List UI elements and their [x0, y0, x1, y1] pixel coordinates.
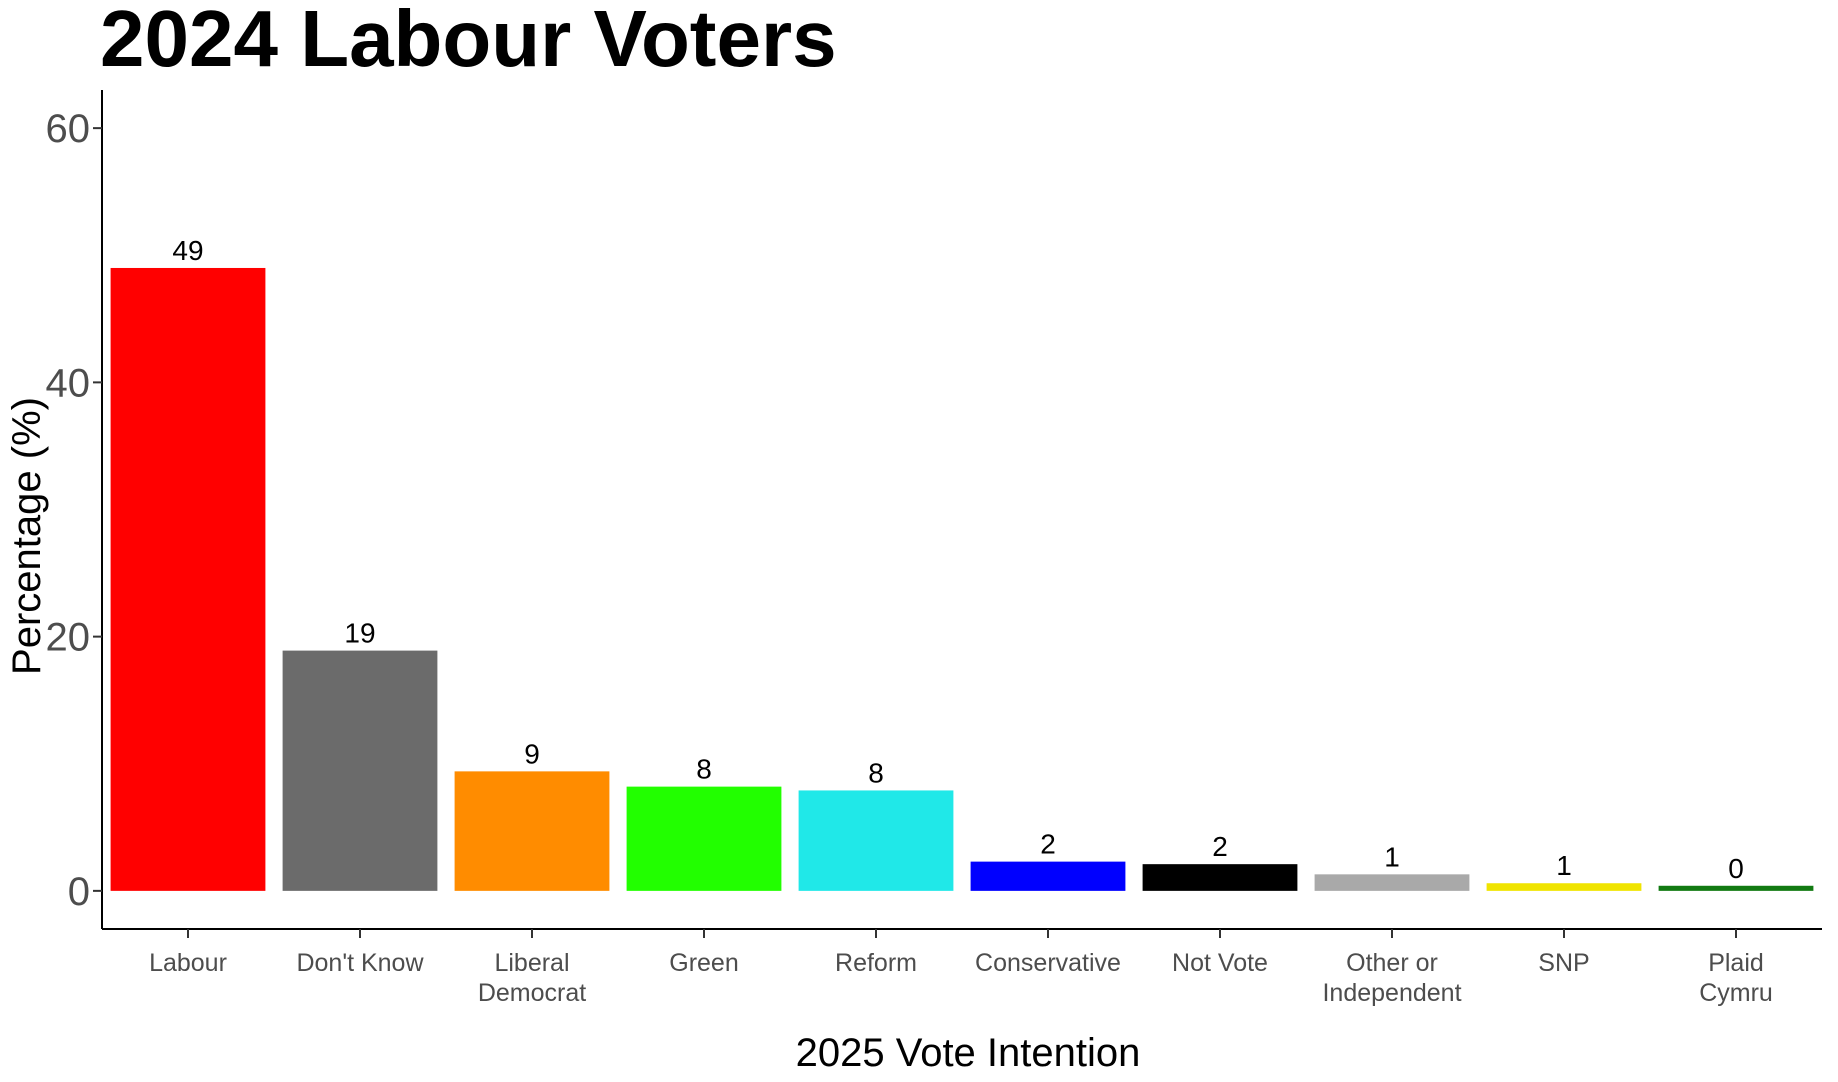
bar	[454, 771, 610, 891]
x-tick-label-line: Labour	[149, 949, 227, 977]
x-tick-label-line: Not Vote	[1172, 949, 1268, 977]
x-tick-label-line: Green	[669, 949, 738, 977]
x-tick-label: Labour	[149, 949, 227, 977]
data-label: 2	[1212, 831, 1228, 862]
data-label: 9	[524, 738, 540, 769]
x-tick-label: Liberal Democrat	[478, 949, 586, 1007]
data-label: 19	[344, 618, 375, 649]
x-tick-label-line: Liberal	[494, 949, 569, 977]
bar	[1142, 864, 1298, 891]
x-tick-label: Not Vote	[1172, 949, 1268, 977]
data-label: 8	[696, 754, 712, 785]
data-label: 49	[172, 235, 203, 266]
x-tick-label-line: Reform	[835, 949, 917, 977]
x-tick-label-line: Don't Know	[296, 949, 424, 977]
x-tick-label: Green	[669, 949, 738, 977]
x-tick-label: Other or Independent	[1322, 949, 1461, 1007]
x-tick-label-line: Cymru	[1699, 979, 1773, 1007]
x-tick-label-line: Independent	[1322, 979, 1461, 1007]
y-tick-label: 60	[46, 107, 91, 151]
x-tick-label: Don't Know	[296, 949, 424, 977]
x-tick-label-line: Conservative	[975, 949, 1121, 977]
x-tick-label-line: Plaid	[1708, 949, 1764, 977]
x-tick-label-line: SNP	[1538, 949, 1589, 977]
y-tick-label: 20	[46, 616, 91, 660]
bar	[110, 267, 266, 891]
x-tick-label-line: Other or	[1346, 949, 1438, 977]
y-axis-label: Percentage (%)	[5, 397, 49, 675]
x-tick-label: Conservative	[975, 949, 1121, 977]
y-tick-label: 40	[46, 361, 91, 405]
data-label: 2	[1040, 829, 1056, 860]
bar	[1314, 874, 1470, 891]
bar	[282, 650, 438, 891]
y-tick-label: 0	[68, 870, 90, 914]
x-tick-label: Reform	[835, 949, 917, 977]
bar	[970, 861, 1126, 891]
x-tick-label: SNP	[1538, 949, 1589, 977]
bar	[1486, 883, 1642, 891]
chart-title: 2024 Labour Voters	[100, 0, 837, 83]
data-label: 1	[1384, 841, 1400, 872]
bar	[626, 786, 782, 891]
bar	[798, 790, 954, 891]
data-label: 1	[1556, 850, 1572, 881]
x-tick-label-line: Democrat	[478, 979, 586, 1007]
x-tick-label: Plaid Cymru	[1699, 949, 1773, 1007]
data-label: 0	[1728, 853, 1744, 884]
data-label: 8	[868, 757, 884, 788]
bar	[1658, 885, 1814, 891]
x-axis-label: 2025 Vote Intention	[796, 1031, 1141, 1075]
